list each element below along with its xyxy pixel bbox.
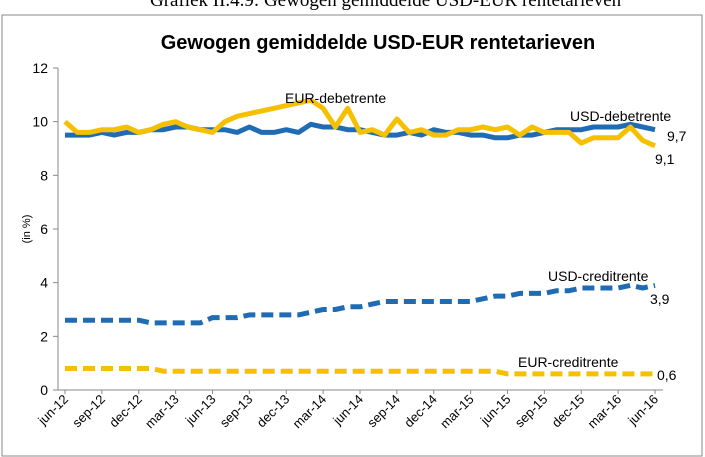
- y-tick-label: 2: [40, 328, 48, 344]
- chart-title: Gewogen gemiddelde USD-EUR rentetarieven: [161, 32, 596, 54]
- series-line: [65, 366, 655, 377]
- y-tick-label: 4: [40, 275, 48, 291]
- value-label: 0,6: [657, 367, 677, 383]
- value-label: 9,1: [655, 151, 675, 167]
- series-line: [63, 97, 657, 149]
- series-label: EUR-creditrente: [518, 354, 619, 370]
- caption: Grafiek II.4.9: Gewogen gemiddelde USD-E…: [150, 0, 622, 11]
- series-label: USD-creditrente: [548, 268, 649, 284]
- y-tick-label: 10: [32, 114, 48, 130]
- y-tick-label: 0: [40, 382, 48, 398]
- series-label: EUR-debetrente: [285, 90, 386, 106]
- y-tick-label: 12: [32, 60, 48, 76]
- chart-frame: [1, 14, 703, 457]
- y-tick-label: 8: [40, 167, 48, 183]
- series-label: USD-debetrente: [570, 108, 671, 124]
- y-axis-label: (in %): [21, 215, 33, 244]
- value-label: 9,7: [667, 128, 687, 144]
- value-label: 3,9: [650, 291, 670, 307]
- y-tick-label: 6: [40, 221, 48, 237]
- series-line: [65, 282, 656, 326]
